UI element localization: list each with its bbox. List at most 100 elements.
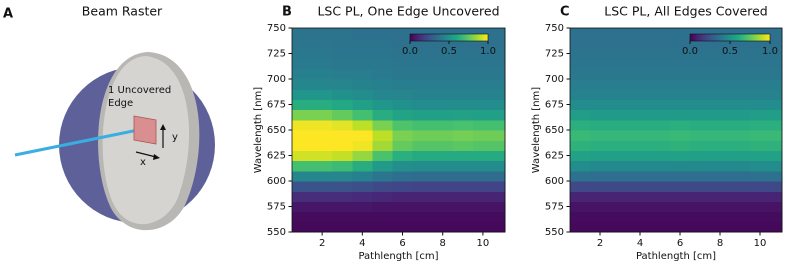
heatmap-cell [312, 211, 333, 223]
y-tick-label: 600 [545, 176, 564, 187]
heatmap-cell [730, 89, 751, 100]
heatmap-cell [412, 181, 434, 192]
heatmap-cell [372, 160, 394, 172]
heatmap-cell [392, 48, 414, 60]
heatmap-cell [670, 48, 691, 60]
heatmap-cell [650, 221, 671, 233]
heatmap-cell [372, 68, 394, 80]
colorbar-tick-label: 0.5 [722, 46, 738, 57]
heatmap-cell [610, 79, 631, 90]
heatmap-cell [750, 28, 783, 39]
heatmap-cell [332, 58, 353, 70]
y-tick-label: 700 [267, 74, 286, 85]
x-axis-label: Pathlength [cm] [358, 251, 438, 262]
heatmap-cell [452, 211, 474, 223]
heatmap-cell [650, 130, 671, 141]
heatmap-cell [670, 28, 691, 39]
heatmap-cell [412, 28, 434, 39]
heatmap-cell [372, 201, 394, 213]
heatmap-cell [392, 109, 414, 121]
heatmap-cell [630, 160, 651, 172]
heatmap-cell [352, 221, 373, 233]
heatmap-cell [690, 211, 711, 223]
heatmap-cell [750, 130, 783, 141]
heatmap-cell [570, 48, 591, 60]
heatmap-cell [650, 211, 671, 223]
heatmap-cell [650, 89, 671, 100]
y-tick-label: 550 [267, 227, 286, 238]
heatmap-cell [372, 48, 394, 60]
heatmap-cell [452, 140, 474, 151]
y-axis-label: Wavelength [nm] [531, 87, 542, 173]
heatmap-cell [452, 79, 474, 90]
heatmap-cell [332, 99, 353, 111]
panel-label: C [560, 5, 570, 20]
heatmap-cell [730, 201, 751, 213]
heatmap-cell [472, 109, 506, 121]
heatmap-cell [372, 119, 394, 131]
y-tick-label: 725 [545, 49, 564, 60]
heatmap-cell [332, 109, 353, 121]
heatmap-cell [292, 38, 313, 49]
heatmap-cell [432, 99, 454, 111]
heatmap-cell [312, 109, 333, 121]
heatmap-cell [590, 109, 611, 121]
heatmap-cell [590, 89, 611, 100]
heatmap-cell [630, 89, 651, 100]
heatmap-cell [452, 191, 474, 202]
heatmap-cell [610, 201, 631, 213]
heatmap-cell [610, 150, 631, 162]
heatmap-cell [570, 109, 591, 121]
heatmap-cell [452, 89, 474, 100]
heatmap-cell [472, 150, 506, 162]
heatmap-cell [292, 28, 313, 39]
heatmap-cell [452, 150, 474, 162]
heatmap-cell [432, 130, 454, 141]
heatmap-cell [472, 38, 506, 49]
heatmap-cell [750, 211, 783, 223]
heatmap-cell [432, 109, 454, 121]
heatmap-cell [452, 181, 474, 192]
heatmap-cell [292, 79, 313, 90]
heatmap-cell [690, 221, 711, 233]
heatmap-cell [690, 119, 711, 131]
heatmap-cell [312, 140, 333, 151]
heatmap-cell [372, 79, 394, 90]
heatmap-cell [372, 28, 394, 39]
heatmap-cell [312, 68, 333, 80]
panel-a: A Beam Raster y x 1 Uncovered Edge [3, 4, 215, 231]
heatmap-cell [610, 160, 631, 172]
heatmap-cell [590, 191, 611, 202]
heatmap-cell [630, 28, 651, 39]
heatmap-cell [750, 79, 783, 90]
heatmap-cell [352, 99, 373, 111]
heatmap-cell [610, 38, 631, 49]
heatmap-cell [432, 79, 454, 90]
heatmap-cell [610, 58, 631, 70]
heatmap-cell [590, 150, 611, 162]
heatmap-cell [570, 28, 591, 39]
heatmap-cell [690, 109, 711, 121]
y-arrow-label: y [172, 132, 178, 143]
heatmap-cell [730, 221, 751, 233]
heatmap-cell [472, 89, 506, 100]
heatmap-cell [352, 89, 373, 100]
heatmap-cell [690, 140, 711, 151]
heatmap-cell [710, 109, 731, 121]
y-tick-label: 625 [267, 151, 286, 162]
heatmap-cell [610, 181, 631, 192]
colorbar-tick-label: 0.0 [682, 46, 698, 57]
heatmap-cell [372, 181, 394, 192]
heatmap-cell [690, 160, 711, 172]
heatmap-cell [412, 79, 434, 90]
heatmap-cell [472, 28, 506, 39]
heatmap-cell [750, 201, 783, 213]
heatmap-cell [412, 99, 434, 111]
colorbar [689, 33, 771, 42]
heatmap-cell [412, 191, 434, 202]
heatmap-cell [730, 58, 751, 70]
heatmap-cell [710, 191, 731, 202]
y-tick-label: 675 [545, 100, 564, 111]
chart-title: LSC PL, All Edges Covered [604, 4, 767, 19]
heatmap-cell [472, 79, 506, 90]
